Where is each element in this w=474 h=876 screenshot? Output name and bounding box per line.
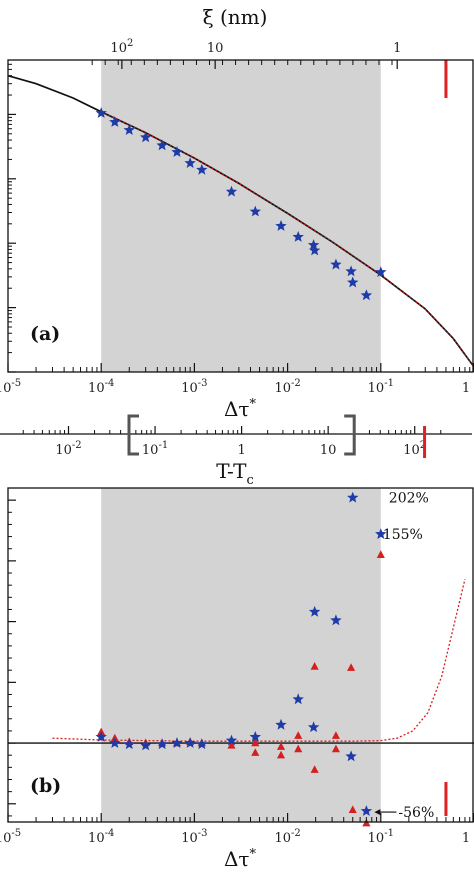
data-point-triangle xyxy=(376,550,385,558)
fit-curve-red xyxy=(100,111,474,368)
data-point xyxy=(308,244,321,256)
x-tick-label: 1 xyxy=(462,381,470,396)
top-tick-label: 102 xyxy=(110,38,133,56)
data-point-triangle xyxy=(227,740,236,749)
data-point xyxy=(292,231,304,242)
x-tick-label: 10-1 xyxy=(142,440,168,458)
data-point xyxy=(275,220,287,231)
annotation: 202% xyxy=(389,491,429,507)
x-tick-label: 1 xyxy=(237,443,245,458)
annotation: -56% xyxy=(398,805,434,821)
data-point xyxy=(184,157,196,168)
top-tick-label: 1 xyxy=(393,41,401,56)
x-tick-label: 10-5 xyxy=(0,828,21,846)
panel-b: 10-5 10-4 10-3 10-2 10-1 1 202% 155% -56% (b) Δ… xyxy=(0,487,474,871)
panel-label: (a) xyxy=(30,323,60,345)
temperature-axis: 10-2 10-1 1 10 102 T-Tc xyxy=(0,414,472,488)
panel-label: (b) xyxy=(30,775,61,797)
x-tick-label: 10 xyxy=(320,443,337,458)
x-axis-title: Δτ* xyxy=(224,847,257,871)
data-point-star xyxy=(95,731,107,742)
data-point-star xyxy=(347,491,359,503)
data-point-star xyxy=(171,737,183,748)
shaded-region xyxy=(101,488,381,822)
data-point xyxy=(249,205,261,217)
data-point-triangle xyxy=(347,663,356,671)
panel-a: 10-5 10-4 10-3 10-2 10-1 1 102 10 1 (a) Δτ* ξ (n… xyxy=(0,5,474,421)
data-point-star xyxy=(184,737,196,748)
data-point-star xyxy=(225,734,238,746)
data-point-star xyxy=(249,731,261,742)
x-tick-label: 10-4 xyxy=(88,378,114,396)
data-point xyxy=(140,131,152,143)
data-point-star xyxy=(360,805,373,816)
data-point-star xyxy=(308,605,321,617)
data-point-triangle xyxy=(310,662,319,670)
annotation: 155% xyxy=(383,527,423,543)
data-point xyxy=(156,139,168,151)
data-point-star xyxy=(140,739,152,751)
data-point xyxy=(347,276,359,288)
data-point-star xyxy=(345,750,357,762)
data-point xyxy=(95,107,107,118)
x-axis-title: T-Tc xyxy=(216,459,253,488)
data-point xyxy=(375,266,387,277)
plot-frame xyxy=(7,59,474,373)
x-tick-label: 10-2 xyxy=(274,378,300,396)
top-axis-title: ξ (nm) xyxy=(203,5,268,29)
data-point xyxy=(360,289,373,301)
top-tick-label: 10 xyxy=(207,41,224,56)
x-tick-label: 10-5 xyxy=(0,378,21,396)
data-point-star xyxy=(330,614,342,626)
data-point-triangle xyxy=(310,765,319,773)
x-tick-label: 10-2 xyxy=(55,440,81,458)
data-point xyxy=(171,146,183,157)
x-tick-label: 10-1 xyxy=(368,828,394,846)
data-point-star xyxy=(275,718,287,730)
data-point-star xyxy=(109,737,121,748)
data-point-star xyxy=(307,721,320,733)
data-point xyxy=(123,124,135,135)
data-point-triangle xyxy=(331,744,340,753)
data-point-star xyxy=(196,738,208,750)
x-tick-label: 102 xyxy=(403,440,426,458)
data-point-triangle xyxy=(348,805,357,814)
x-tick-label: 10-1 xyxy=(368,378,394,396)
x-axis-title: Δτ* xyxy=(224,397,257,421)
data-point xyxy=(109,116,121,127)
x-tick-label: 1 xyxy=(462,831,470,846)
left-bracket xyxy=(127,414,139,456)
data-point-star xyxy=(375,528,387,539)
data-point xyxy=(307,239,320,250)
data-point xyxy=(225,185,238,197)
dotted-curve xyxy=(52,578,466,742)
data-point-triangle xyxy=(276,742,286,750)
x-tick-label: 10-3 xyxy=(181,378,207,396)
plot-frame xyxy=(7,487,474,823)
data-point-triangle xyxy=(251,738,260,747)
data-point-triangle xyxy=(294,744,303,753)
data-point-star xyxy=(292,693,304,705)
data-point-triangle xyxy=(276,750,286,759)
x-tick-label: 10-4 xyxy=(88,828,114,846)
data-point-triangle xyxy=(294,731,303,739)
data-point-star xyxy=(123,738,135,750)
shaded-region xyxy=(101,60,381,372)
data-point-triangle xyxy=(251,748,260,756)
data-point xyxy=(196,163,208,175)
data-point xyxy=(345,265,357,277)
x-tick-label: 10-2 xyxy=(274,828,300,846)
right-bracket xyxy=(344,414,356,456)
arrow-head xyxy=(374,809,381,816)
x-tick-label: 10-3 xyxy=(181,828,207,846)
data-point-triangle xyxy=(331,731,340,739)
data-point xyxy=(330,258,342,270)
data-point-star xyxy=(156,738,168,750)
